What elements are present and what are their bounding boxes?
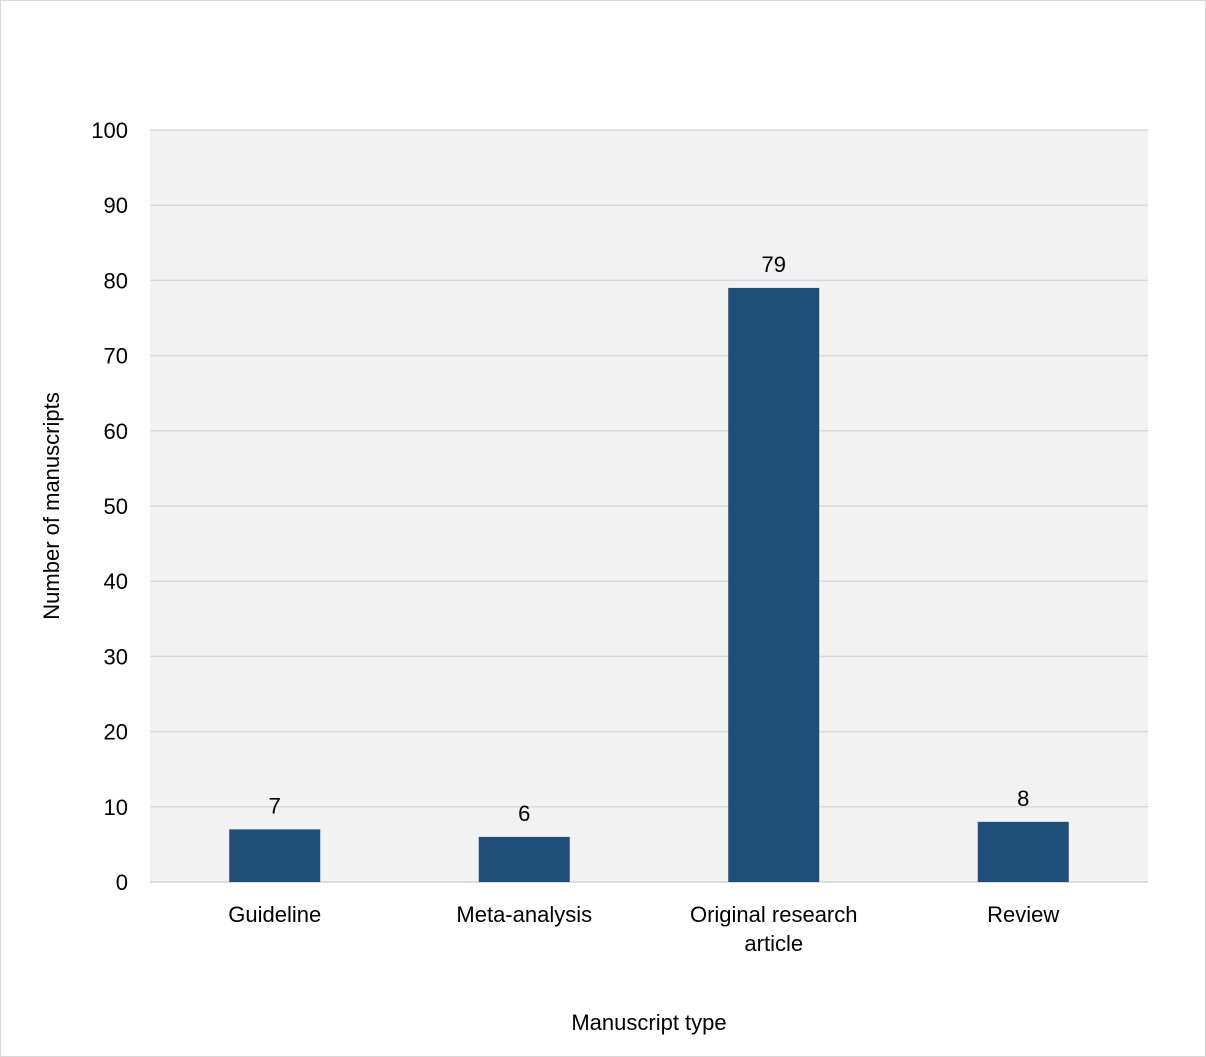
y-tick-label: 60 (104, 419, 128, 444)
y-tick-label: 0 (116, 870, 128, 895)
y-tick-label: 40 (104, 569, 128, 594)
y-tick-label: 80 (104, 268, 128, 293)
bar-value-label: 7 (269, 793, 281, 818)
bar (728, 287, 820, 882)
bar-value-label: 8 (1017, 786, 1029, 811)
y-tick-label: 10 (104, 795, 128, 820)
y-tick-label: 20 (104, 720, 128, 745)
bar (977, 821, 1069, 882)
y-axis-ticks: 0 10 20 30 40 50 60 70 80 90 100 (91, 118, 128, 895)
y-tick-label: 30 (104, 644, 128, 669)
x-category-label: Original research (690, 902, 858, 927)
y-axis-title: Number of manuscripts (39, 392, 64, 619)
bar (229, 829, 321, 882)
x-category-label: Guideline (228, 902, 321, 927)
bar-value-label: 79 (762, 252, 786, 277)
x-category-label: Meta-analysis (456, 902, 592, 927)
y-tick-label: 50 (104, 494, 128, 519)
x-axis-categories: Guideline Meta-analysis Original research a… (228, 902, 1059, 956)
gridlines (150, 129, 1148, 883)
x-category-label: Review (987, 902, 1059, 927)
y-tick-label: 90 (104, 193, 128, 218)
bar-value-label: 6 (518, 801, 530, 826)
bar (478, 836, 570, 882)
data-labels: 7 6 79 8 (269, 252, 1030, 826)
y-tick-label: 100 (91, 118, 128, 143)
bars (229, 287, 1069, 882)
x-axis-title: Manuscript type (571, 1010, 726, 1035)
y-tick-label: 70 (104, 344, 128, 369)
x-category-label: article (744, 931, 803, 956)
